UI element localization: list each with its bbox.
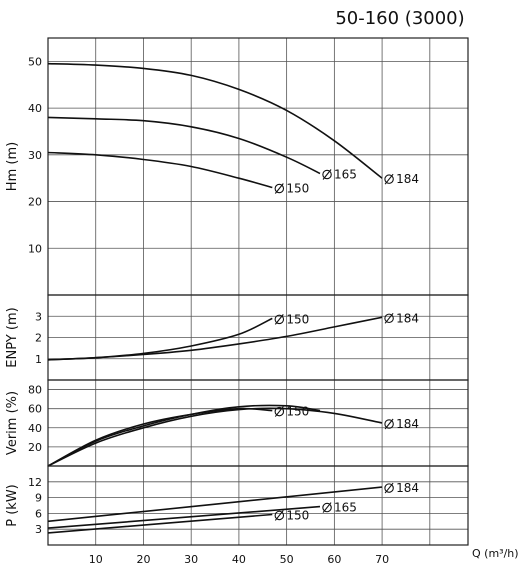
efficiency-y-tick-label: 20 [28, 441, 42, 454]
x-tick-label: 60 [327, 553, 341, 566]
npsh-curve-label-150: 150 [286, 312, 309, 326]
power-curve-165 [47, 505, 321, 529]
x-axis-label: Q (m³/h) [472, 547, 519, 560]
x-tick-label: 30 [184, 553, 198, 566]
efficiency-curve-165 [47, 404, 321, 467]
efficiency-y-tick-label: 80 [28, 384, 42, 397]
head-curve-165 [47, 116, 321, 175]
power-diameter-slash-184 [384, 482, 394, 494]
x-tick-label: 50 [280, 553, 294, 566]
power-curve-150 [47, 513, 273, 534]
power-y-tick-label: 9 [35, 492, 42, 505]
npsh-y-tick-label: 3 [35, 310, 42, 323]
head-y-tick-label: 30 [28, 149, 42, 162]
npsh-curve-184 [47, 316, 383, 361]
npsh-curve-label-184: 184 [396, 311, 419, 325]
power-diameter-symbol-184 [384, 483, 394, 493]
power-panel-frame [47, 465, 469, 546]
npsh-y-tick-label: 1 [35, 353, 42, 366]
efficiency-y-axis-label: Verim (%) [5, 391, 20, 455]
power-y-tick-label: 6 [35, 507, 42, 520]
head-y-tick-label: 50 [28, 55, 42, 68]
npsh-y-tick-label: 2 [35, 332, 42, 345]
head-diameter-symbol-184 [384, 174, 394, 184]
head-y-axis-label: Hm (m) [5, 142, 20, 191]
x-tick-label: 10 [89, 553, 103, 566]
power-y-axis-label: P (kW) [5, 484, 20, 527]
power-diameter-symbol-150 [274, 510, 285, 521]
x-tick-label: 40 [232, 553, 246, 566]
head-curve-label-184: 184 [396, 172, 419, 186]
npsh-diameter-slash-150 [274, 314, 284, 325]
head-diameter-slash-165 [322, 169, 332, 180]
power-y-tick-label: 3 [35, 523, 42, 536]
head-diameter-symbol-150 [274, 183, 285, 194]
head-diameter-symbol-165 [322, 169, 332, 180]
head-y-tick-label: 10 [28, 242, 42, 255]
power-curve-184 [47, 486, 383, 523]
x-tick-label: 20 [136, 553, 150, 566]
efficiency-diameter-symbol-184 [384, 419, 394, 429]
head-y-tick-label: 20 [28, 196, 42, 209]
power-y-tick-label: 12 [28, 476, 42, 489]
power-curve-label-165: 165 [334, 501, 357, 515]
efficiency-y-tick-label: 40 [28, 422, 42, 435]
head-panel-frame [47, 37, 469, 296]
npsh-diameter-symbol-150 [274, 314, 285, 325]
efficiency-y-tick-label: 60 [28, 403, 42, 416]
head-diameter-slash-150 [274, 183, 284, 194]
head-curve-label-165: 165 [334, 168, 357, 182]
head-y-tick-label: 40 [28, 102, 42, 115]
efficiency-curve-label-184: 184 [396, 417, 419, 431]
npsh-diameter-slash-184 [384, 312, 394, 324]
power-diameter-slash-165 [322, 502, 332, 513]
x-tick-label: 70 [375, 553, 389, 566]
power-diameter-slash-150 [274, 510, 284, 521]
power-diameter-symbol-165 [322, 502, 332, 513]
head-curve-150 [47, 151, 273, 189]
head-curve-label-150: 150 [286, 182, 309, 196]
efficiency-diameter-slash-184 [384, 418, 394, 430]
npsh-y-axis-label: ENPY (m) [5, 307, 20, 367]
efficiency-diameter-symbol-150 [274, 406, 285, 417]
power-curve-label-150: 150 [286, 508, 309, 522]
chart-title: 50-160 (3000) [335, 8, 465, 29]
efficiency-curve-184 [47, 407, 383, 467]
head-diameter-slash-184 [384, 173, 394, 185]
power-curve-label-184: 184 [396, 481, 419, 495]
npsh-diameter-symbol-184 [384, 313, 394, 324]
head-curve-184 [47, 62, 383, 179]
